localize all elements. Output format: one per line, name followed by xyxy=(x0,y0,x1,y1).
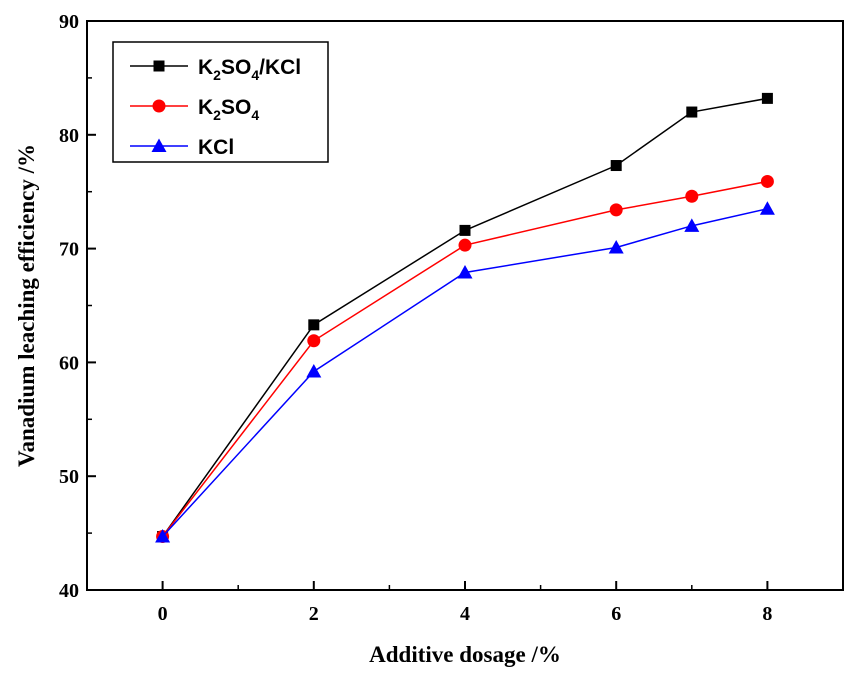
x-tick-label: 4 xyxy=(460,603,470,625)
axes: 0 2 4 6 8 40 50 60 70 80 90 xyxy=(59,11,844,625)
data-point xyxy=(609,203,623,217)
data-point xyxy=(306,364,322,378)
data-point xyxy=(155,529,171,543)
legend-label: K2SO4/KCl xyxy=(198,56,301,83)
y-tick-label: 70 xyxy=(59,239,79,261)
series-line xyxy=(162,180,768,537)
legend-label: K2SO4 xyxy=(198,96,259,123)
data-point xyxy=(685,189,699,203)
legend: K2SO4/KCl K2SO4 KCl xyxy=(112,41,329,163)
data-point xyxy=(459,224,471,236)
data-point xyxy=(307,334,321,348)
x-tick-label: 6 xyxy=(611,603,621,625)
data-point xyxy=(458,238,472,252)
series-layer xyxy=(155,92,775,544)
data-point xyxy=(761,92,773,104)
series-line xyxy=(162,208,768,538)
y-axis-title: Vanadium leaching efficiency /% xyxy=(14,144,39,467)
y-tick-label: 50 xyxy=(59,466,79,488)
data-point xyxy=(610,160,622,172)
legend-label: KCl xyxy=(198,136,234,159)
x-axis-title: Additive dosage /% xyxy=(369,642,561,667)
legend-box xyxy=(112,41,329,163)
data-point xyxy=(686,106,698,118)
series-line xyxy=(161,97,768,537)
y-tick-label: 80 xyxy=(59,125,79,147)
legend-marker xyxy=(152,99,166,113)
data-point xyxy=(308,319,320,331)
series-2 xyxy=(155,201,775,543)
legend-marker xyxy=(151,138,167,152)
x-tick-label: 8 xyxy=(762,603,772,625)
data-point xyxy=(759,201,775,215)
x-tick-label: 2 xyxy=(309,603,319,625)
data-point xyxy=(760,174,774,188)
data-point xyxy=(457,264,473,279)
y-tick-label: 40 xyxy=(59,580,79,602)
data-point xyxy=(608,239,624,254)
x-tick-label: 0 xyxy=(158,603,168,625)
legend-marker xyxy=(153,60,165,72)
y-tick-label: 90 xyxy=(59,11,79,33)
data-point xyxy=(684,218,700,232)
y-tick-label: 60 xyxy=(59,352,79,374)
